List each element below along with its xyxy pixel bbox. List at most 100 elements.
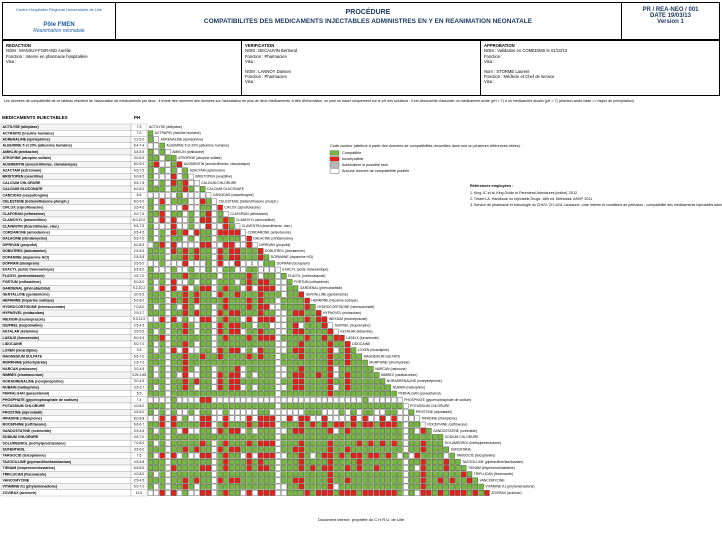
compat-cell bbox=[304, 378, 310, 385]
compat-cell bbox=[252, 304, 258, 310]
compat-cell bbox=[426, 440, 432, 447]
compat-cell bbox=[194, 359, 200, 366]
compat-cell bbox=[211, 204, 217, 211]
compat-cell bbox=[217, 297, 223, 304]
compat-cell bbox=[194, 328, 200, 335]
compat-cell bbox=[391, 471, 397, 478]
compat-cell bbox=[275, 304, 281, 310]
compat-cell bbox=[182, 186, 188, 192]
compat-cell bbox=[252, 260, 258, 267]
compat-cell bbox=[211, 347, 217, 354]
compat-cell bbox=[205, 328, 212, 335]
compat-cell bbox=[252, 465, 258, 471]
compat-cell bbox=[171, 204, 177, 211]
compat-cell bbox=[188, 285, 194, 292]
compat-cell bbox=[240, 366, 246, 372]
drug-name: GARDENAL (phénobarbital) bbox=[3, 286, 51, 290]
compat-cell bbox=[171, 341, 177, 347]
compat-cell bbox=[159, 397, 165, 403]
compat-cell bbox=[246, 297, 252, 304]
compat-cell bbox=[345, 434, 351, 440]
compat-cell bbox=[205, 341, 212, 347]
compat-cell bbox=[275, 335, 281, 341]
compat-cell bbox=[455, 459, 461, 465]
compat-cell bbox=[287, 465, 293, 471]
compat-cell bbox=[182, 192, 188, 199]
compat-cell bbox=[240, 248, 246, 254]
compat-cell bbox=[432, 434, 438, 440]
compat-cell bbox=[287, 446, 293, 453]
compat-cell bbox=[205, 477, 212, 484]
compat-cell bbox=[182, 490, 188, 496]
compat-cell bbox=[275, 403, 281, 409]
compat-cell bbox=[176, 285, 183, 292]
compat-cell bbox=[292, 409, 299, 416]
diag-label: VANCOMYCINE bbox=[480, 478, 506, 482]
compat-cell bbox=[339, 477, 345, 484]
compat-cell bbox=[374, 390, 380, 397]
compat-cell bbox=[333, 434, 339, 440]
compat-cell bbox=[275, 353, 281, 360]
compat-cell bbox=[211, 490, 217, 496]
compat-cell bbox=[350, 465, 357, 471]
compat-cell bbox=[200, 359, 206, 366]
compat-cell bbox=[234, 266, 241, 273]
compat-cell bbox=[194, 415, 200, 422]
compat-cell bbox=[217, 390, 223, 397]
compat-cell bbox=[258, 384, 264, 391]
compat-cell bbox=[182, 273, 188, 279]
compat-cell bbox=[292, 465, 299, 471]
compat-cell bbox=[246, 285, 252, 292]
diag-label: ISUPREL (isoprénaline) bbox=[335, 323, 371, 327]
compat-cell bbox=[304, 304, 310, 310]
compat-cell bbox=[316, 390, 322, 397]
compat-cell bbox=[339, 397, 345, 403]
compat-cell bbox=[327, 409, 333, 416]
compat-cell bbox=[147, 347, 154, 354]
compat-cell bbox=[182, 372, 188, 378]
compat-cell bbox=[304, 421, 310, 428]
compat-cell bbox=[147, 310, 154, 316]
compat-cell bbox=[147, 229, 154, 236]
compat-cell bbox=[240, 428, 246, 434]
compat-cell bbox=[147, 167, 154, 174]
compat-cell bbox=[327, 452, 333, 459]
compat-cell bbox=[153, 335, 159, 341]
compat-cell bbox=[275, 366, 281, 372]
compat-cell bbox=[211, 446, 217, 453]
compat-cell bbox=[223, 248, 229, 254]
compat-cell bbox=[287, 328, 293, 335]
compat-cell bbox=[159, 490, 165, 496]
compat-cell bbox=[432, 446, 438, 453]
compat-cell bbox=[147, 180, 154, 186]
compat-cell bbox=[252, 384, 258, 391]
compat-cell bbox=[153, 304, 159, 310]
compat-cell bbox=[269, 341, 275, 347]
compat-cell bbox=[374, 378, 380, 385]
compat-cell bbox=[194, 297, 200, 304]
compat-cell bbox=[263, 260, 270, 267]
drug-ph: 3.0-4.5 bbox=[134, 367, 145, 371]
compat-cell bbox=[287, 471, 293, 478]
compat-cell bbox=[153, 167, 159, 174]
compat-cell bbox=[298, 452, 304, 459]
compat-cell bbox=[159, 235, 165, 242]
compat-cell bbox=[252, 415, 258, 422]
compat-cell bbox=[188, 397, 194, 403]
compat-cell bbox=[362, 471, 368, 478]
diag-label: FORTUM (ceftazidime) bbox=[294, 280, 329, 284]
compat-cell bbox=[223, 440, 229, 447]
diag-label: GARDENAL (phénobarbital) bbox=[300, 286, 342, 290]
compat-cell bbox=[269, 384, 275, 391]
compat-cell bbox=[188, 440, 194, 447]
compat-cell bbox=[345, 366, 351, 372]
compat-cell bbox=[159, 279, 165, 285]
compat-cell bbox=[339, 483, 345, 490]
compat-cell bbox=[356, 409, 362, 416]
compat-cell bbox=[223, 316, 229, 323]
compat-cell bbox=[426, 465, 432, 471]
compat-cell bbox=[287, 459, 293, 465]
diag-label: ADRENALINE (épinéphrine) bbox=[161, 137, 204, 141]
compat-cell bbox=[287, 285, 293, 292]
compat-cell bbox=[263, 428, 270, 434]
